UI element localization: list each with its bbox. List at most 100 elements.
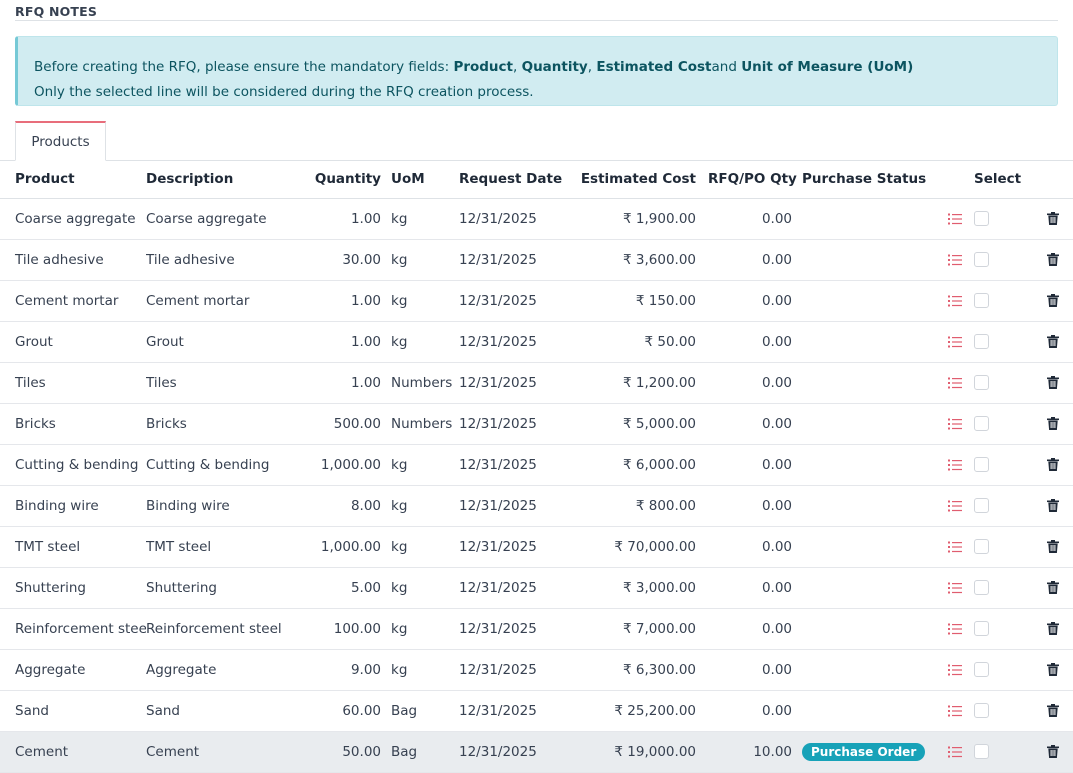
- cell-quantity[interactable]: 1,000.00: [296, 444, 391, 486]
- cell-estimated-cost[interactable]: ₹ 3,000.00: [569, 567, 708, 609]
- cell-description[interactable]: Cutting & bending: [146, 444, 296, 486]
- cell-product[interactable]: Coarse aggregate: [0, 198, 146, 240]
- cell-estimated-cost[interactable]: ₹ 6,000.00: [569, 444, 708, 486]
- details-button[interactable]: [936, 321, 974, 363]
- cell-quantity[interactable]: 60.00: [296, 690, 391, 732]
- cell-description[interactable]: Sand: [146, 690, 296, 732]
- delete-button[interactable]: [1032, 362, 1073, 404]
- select-checkbox[interactable]: [974, 662, 989, 677]
- cell-uom[interactable]: kg: [391, 485, 459, 527]
- select-checkbox[interactable]: [974, 416, 989, 431]
- header-purchase-status[interactable]: Purchase Status: [802, 161, 936, 199]
- cell-quantity[interactable]: 1.00: [296, 280, 391, 322]
- table-row[interactable]: Bricks Bricks 500.00 Numbers 12/31/2025 ₹ 5,0…: [0, 403, 1073, 445]
- cell-uom[interactable]: kg: [391, 198, 459, 240]
- select-checkbox[interactable]: [974, 457, 989, 472]
- cell-request-date[interactable]: 12/31/2025: [459, 239, 569, 281]
- select-checkbox[interactable]: [974, 498, 989, 513]
- cell-product[interactable]: Reinforcement steel: [0, 608, 146, 650]
- delete-button[interactable]: [1032, 280, 1073, 322]
- list-icon[interactable]: [948, 211, 962, 227]
- select-checkbox[interactable]: [974, 580, 989, 595]
- list-icon[interactable]: [948, 662, 962, 678]
- cell-quantity[interactable]: 9.00: [296, 649, 391, 691]
- cell-request-date[interactable]: 12/31/2025: [459, 444, 569, 486]
- table-row[interactable]: Tiles Tiles 1.00 Numbers 12/31/2025 ₹ 1,200.0…: [0, 362, 1073, 404]
- cell-estimated-cost[interactable]: ₹ 6,300.00: [569, 649, 708, 691]
- trash-icon[interactable]: [1046, 621, 1059, 637]
- cell-description[interactable]: Cement mortar: [146, 280, 296, 322]
- cell-quantity[interactable]: 1.00: [296, 321, 391, 363]
- cell-request-date[interactable]: 12/31/2025: [459, 690, 569, 732]
- trash-icon[interactable]: [1046, 416, 1059, 432]
- select-checkbox[interactable]: [974, 211, 989, 226]
- cell-description[interactable]: Reinforcement steel: [146, 608, 296, 650]
- cell-uom[interactable]: kg: [391, 649, 459, 691]
- table-row[interactable]: Reinforcement steel Reinforcement steel 10…: [0, 608, 1073, 650]
- cell-description[interactable]: Aggregate: [146, 649, 296, 691]
- header-uom[interactable]: UoM: [391, 161, 459, 199]
- select-checkbox[interactable]: [974, 744, 989, 759]
- cell-product[interactable]: Shuttering: [0, 567, 146, 609]
- cell-estimated-cost[interactable]: ₹ 800.00: [569, 485, 708, 527]
- cell-request-date[interactable]: 12/31/2025: [459, 608, 569, 650]
- cell-product[interactable]: Tile adhesive: [0, 239, 146, 281]
- cell-product[interactable]: Sand: [0, 690, 146, 732]
- trash-icon[interactable]: [1046, 252, 1059, 268]
- cell-request-date[interactable]: 12/31/2025: [459, 198, 569, 240]
- cell-estimated-cost[interactable]: ₹ 3,600.00: [569, 239, 708, 281]
- delete-button[interactable]: [1032, 485, 1073, 527]
- cell-estimated-cost[interactable]: ₹ 7,000.00: [569, 608, 708, 650]
- details-button[interactable]: [936, 198, 974, 240]
- details-button[interactable]: [936, 485, 974, 527]
- trash-icon[interactable]: [1046, 744, 1059, 760]
- cell-estimated-cost[interactable]: ₹ 70,000.00: [569, 526, 708, 568]
- header-product[interactable]: Product: [0, 161, 146, 199]
- cell-product[interactable]: Cutting & bending: [0, 444, 146, 486]
- trash-icon[interactable]: [1046, 580, 1059, 596]
- select-checkbox[interactable]: [974, 334, 989, 349]
- delete-button[interactable]: [1032, 444, 1073, 486]
- header-request-date[interactable]: Request Date: [459, 161, 569, 199]
- trash-icon[interactable]: [1046, 539, 1059, 555]
- header-quantity[interactable]: Quantity: [296, 161, 391, 199]
- list-icon[interactable]: [948, 416, 962, 432]
- delete-button[interactable]: [1032, 526, 1073, 568]
- cell-product[interactable]: Cement mortar: [0, 280, 146, 322]
- cell-estimated-cost[interactable]: ₹ 19,000.00: [569, 731, 708, 773]
- cell-description[interactable]: Tile adhesive: [146, 239, 296, 281]
- list-icon[interactable]: [948, 457, 962, 473]
- trash-icon[interactable]: [1046, 662, 1059, 678]
- header-rfq-po-qty[interactable]: RFQ/PO Qty: [708, 161, 802, 199]
- tab-products[interactable]: Products: [15, 121, 106, 161]
- cell-product[interactable]: Binding wire: [0, 485, 146, 527]
- list-icon[interactable]: [948, 498, 962, 514]
- table-row[interactable]: Cutting & bending Cutting & bending 1,000.…: [0, 444, 1073, 486]
- details-button[interactable]: [936, 526, 974, 568]
- details-button[interactable]: [936, 444, 974, 486]
- select-checkbox[interactable]: [974, 621, 989, 636]
- list-icon[interactable]: [948, 293, 962, 309]
- cell-description[interactable]: Bricks: [146, 403, 296, 445]
- table-row[interactable]: Sand Sand 60.00 Bag 12/31/2025 ₹ 25,200.00 0.0…: [0, 690, 1073, 732]
- cell-request-date[interactable]: 12/31/2025: [459, 526, 569, 568]
- list-icon[interactable]: [948, 334, 962, 350]
- list-icon[interactable]: [948, 621, 962, 637]
- cell-request-date[interactable]: 12/31/2025: [459, 362, 569, 404]
- cell-estimated-cost[interactable]: ₹ 50.00: [569, 321, 708, 363]
- cell-estimated-cost[interactable]: ₹ 1,900.00: [569, 198, 708, 240]
- delete-button[interactable]: [1032, 321, 1073, 363]
- cell-quantity[interactable]: 50.00: [296, 731, 391, 773]
- cell-quantity[interactable]: 30.00: [296, 239, 391, 281]
- trash-icon[interactable]: [1046, 457, 1059, 473]
- cell-uom[interactable]: kg: [391, 239, 459, 281]
- cell-request-date[interactable]: 12/31/2025: [459, 280, 569, 322]
- cell-estimated-cost[interactable]: ₹ 5,000.00: [569, 403, 708, 445]
- trash-icon[interactable]: [1046, 334, 1059, 350]
- cell-quantity[interactable]: 1.00: [296, 362, 391, 404]
- cell-estimated-cost[interactable]: ₹ 25,200.00: [569, 690, 708, 732]
- cell-uom[interactable]: kg: [391, 567, 459, 609]
- table-row[interactable]: Grout Grout 1.00 kg 12/31/2025 ₹ 50.00 0.00: [0, 321, 1073, 363]
- cell-uom[interactable]: Bag: [391, 731, 459, 773]
- cell-uom[interactable]: kg: [391, 280, 459, 322]
